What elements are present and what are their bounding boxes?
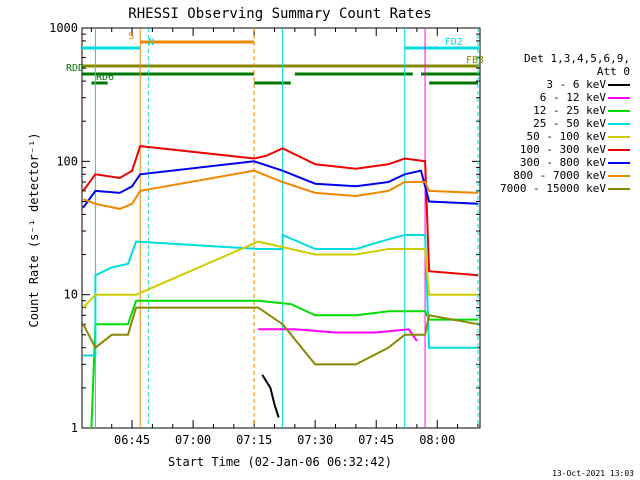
legend-entry-label: 800 - 7000 keV — [513, 169, 606, 182]
legend-entry: 3 - 6 keV — [486, 78, 636, 91]
series-line — [82, 240, 478, 309]
legend-swatch — [608, 84, 630, 86]
legend-entry-label: 7000 - 15000 keV — [500, 182, 606, 195]
legend-swatch — [608, 136, 630, 138]
flag-bar-label: FD2 — [445, 37, 463, 48]
x-tick-label: 08:00 — [419, 433, 455, 447]
x-tick-label: 06:45 — [114, 433, 150, 447]
legend-entry-label: 6 - 12 keV — [539, 91, 606, 104]
legend-swatch — [608, 188, 630, 190]
legend-header-line2: Att 0 — [596, 65, 630, 78]
flag-bar-label: RDD — [66, 63, 84, 74]
y-tick-label: 1 — [71, 421, 78, 435]
legend-entry-label: 12 - 25 keV — [533, 104, 606, 117]
legend-entry-label: 300 - 800 keV — [519, 156, 606, 169]
legend-entry: 25 - 50 keV — [486, 117, 636, 130]
legend: Det 1,3,4,5,6,9, Att 0 3 - 6 keV 6 - 12 k… — [486, 52, 636, 195]
series-line — [82, 306, 479, 366]
legend-swatch — [608, 123, 630, 125]
legend-entry: 800 - 7000 keV — [486, 169, 636, 182]
series-line — [82, 169, 479, 210]
y-tick-label: 100 — [56, 154, 78, 168]
series-line — [82, 160, 479, 209]
flag-bar-label: N — [148, 37, 154, 48]
series-line — [82, 145, 479, 277]
legend-swatch — [608, 149, 630, 151]
legend-swatch — [608, 175, 630, 177]
timestamp: 13-Oct-2021 13:03 — [552, 469, 634, 478]
y-axis-label: Count Rate (s⁻¹ detector⁻¹) — [27, 132, 41, 327]
legend-swatch — [608, 110, 630, 112]
legend-entry-label: 25 - 50 keV — [533, 117, 606, 130]
flag-bar-label: S — [128, 31, 134, 42]
legend-entry: 6 - 12 keV — [486, 91, 636, 104]
legend-entry-label: 100 - 300 keV — [519, 143, 606, 156]
legend-entry-label: 3 - 6 keV — [546, 78, 606, 91]
legend-entry: 12 - 25 keV — [486, 104, 636, 117]
series-line — [261, 374, 280, 418]
flag-bar-label: FB3 — [466, 55, 484, 66]
series-line — [90, 299, 478, 429]
legend-entry: 7000 - 15000 keV — [486, 182, 636, 195]
x-tick-label: 07:15 — [236, 433, 272, 447]
series-line — [83, 233, 478, 357]
flag-bar-label: RD6 — [96, 72, 114, 83]
series-line — [258, 328, 418, 342]
legend-entry-label: 50 - 100 keV — [526, 130, 606, 143]
plot-frame — [81, 27, 481, 429]
legend-entry: 100 - 300 keV — [486, 143, 636, 156]
legend-swatch — [608, 97, 630, 99]
legend-entry: 300 - 800 keV — [486, 156, 636, 169]
x-tick-label: 07:45 — [358, 433, 394, 447]
y-tick-label: 10 — [64, 288, 78, 302]
x-tick-label: 07:00 — [175, 433, 211, 447]
legend-entry: 50 - 100 keV — [486, 130, 636, 143]
x-axis-label: Start Time (02-Jan-06 06:32:42) — [168, 455, 392, 469]
legend-swatch — [608, 162, 630, 164]
legend-entries: 3 - 6 keV 6 - 12 keV 12 - 25 keV 25 - 50 ke… — [486, 78, 636, 195]
y-tick-label: 1000 — [49, 21, 78, 35]
x-tick-label: 07:30 — [297, 433, 333, 447]
legend-header-line1: Det 1,3,4,5,6,9, — [524, 52, 630, 65]
plot-area: 1 10 100 1000 06:45 07:00 07:15 07:30 07:45 08:00… — [49, 21, 484, 447]
chart-title: RHESSI Observing Summary Count Rates — [128, 6, 431, 22]
